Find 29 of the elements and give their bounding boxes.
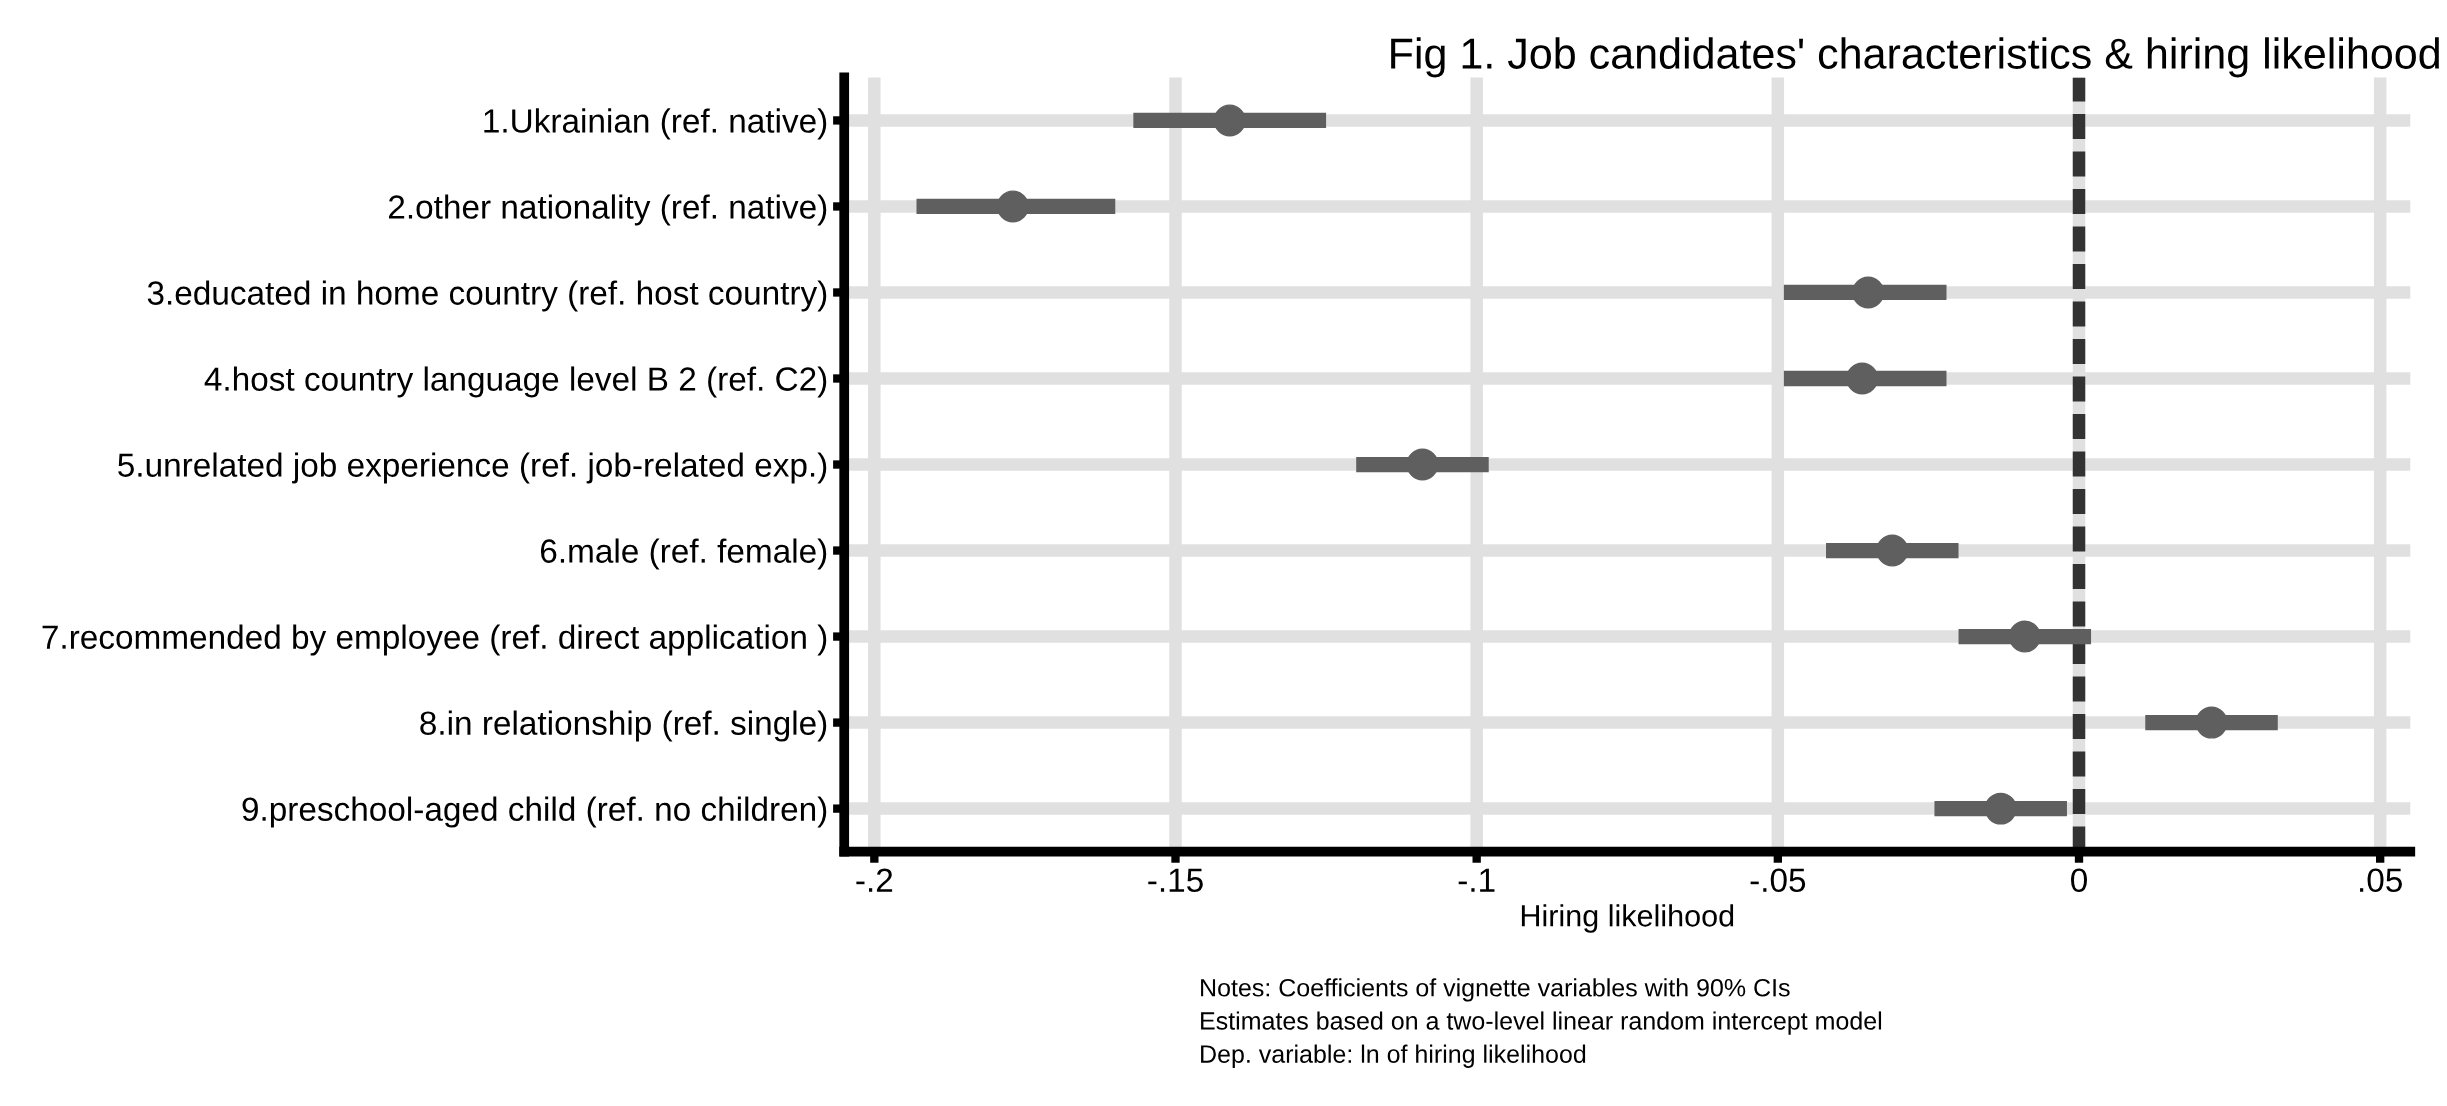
y-tick-label: 9.preschool-aged child (ref. no children) [242,796,827,828]
point [1406,448,1439,481]
point [2195,706,2228,739]
point [1213,104,1246,137]
point [996,190,1029,223]
y-tick-label: 7.recommended by employee (ref. direct application ) [42,624,827,656]
point [1846,362,1879,395]
x-tick-label: -.1 [1458,868,1495,892]
y-tick-label: 4.host country language level B 2 (ref. C2) [204,366,827,398]
y-tick-label: 1.Ukrainian (ref. native) [484,108,827,140]
x-tick-label: -.2 [856,868,893,892]
point [1852,276,1885,309]
x-axis-title: Hiring likelihood [1521,904,1734,933]
x-tick-label: .05 [2360,868,2402,893]
y-tick-label: 3.educated in home country (ref. host country) [147,280,827,312]
x-tick-label: -.05 [1750,868,1806,893]
point [1984,792,2017,825]
text: Notes: Coefficients of vignette variables with 90% CIs [1201,978,1790,1002]
y-tick-label: 6.male (ref. female) [540,538,827,570]
x-tick-label: 0 [2071,868,2087,893]
x-tick-label: -.15 [1148,868,1203,893]
y-tick-label: 8.in relationship (ref. single) [420,710,827,742]
text: Dep. variable: ln of hiring likelihood [1201,1044,1586,1068]
point [2008,620,2041,653]
y-tick-label: 2.other nationality (ref. native) [388,194,827,226]
text: Estimates based on a two-level linear random intercept model [1201,1011,1882,1035]
y-tick-label: 5.unrelated job experience (ref. job-related exp.) [118,452,827,484]
point [1876,534,1909,567]
chart-title: Fig 1. Job candidates' characteristics & hiring likelihood [1391,37,2439,78]
